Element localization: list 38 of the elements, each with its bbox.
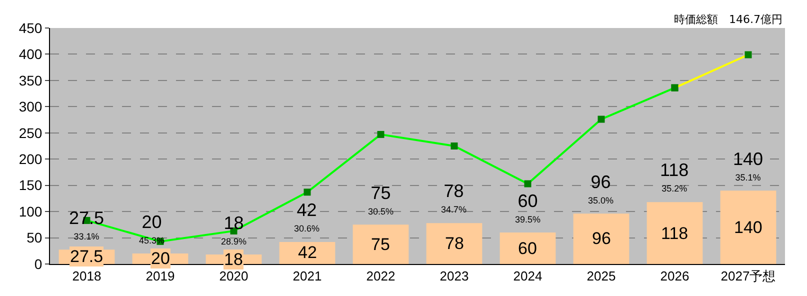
- annotation: 118: [661, 224, 688, 243]
- data-label: 60 39.5%: [515, 191, 541, 225]
- annotation: 42: [298, 243, 317, 262]
- y-tick-label: 200: [18, 151, 42, 168]
- x-tick-label: 2023: [440, 268, 469, 284]
- data-label: 96 35.0%: [588, 172, 614, 206]
- y-tick-label: 150: [18, 177, 42, 194]
- annotation: 20: [151, 249, 170, 268]
- y-tick-label: 0: [34, 256, 42, 272]
- annotation: 78: [445, 234, 464, 253]
- y-tick-label: 400: [18, 46, 42, 62]
- x-tick-label: 2020: [219, 268, 248, 284]
- y-tick-label: 100: [18, 203, 42, 220]
- y-tick-label: 450: [18, 20, 42, 36]
- annotation: 140: [734, 218, 762, 237]
- annotation: 96: [592, 229, 611, 248]
- data-label: 27.5 33.1%: [69, 208, 104, 242]
- data-label: 42 30.6%: [294, 200, 320, 234]
- x-tick-label: 2027予想: [720, 268, 776, 284]
- y-tick-label: 250: [18, 124, 42, 141]
- data-label: 75 30.5%: [368, 183, 394, 217]
- annotation: 75: [371, 235, 390, 254]
- data-label: 78 34.7%: [441, 181, 467, 215]
- x-tick-label: 2025: [586, 268, 616, 284]
- y-tick-label: 50: [26, 230, 42, 246]
- x-tick-label: 2018: [72, 268, 102, 284]
- text: 時価総額 146.7億円: [674, 13, 782, 26]
- x-tick-label: 2024: [513, 268, 542, 284]
- x-tick-label: 2026: [660, 268, 690, 284]
- data-label: 118 35.2%: [660, 160, 689, 194]
- x-tick-label: 2022: [366, 268, 396, 284]
- x-tick-label: 2021: [292, 268, 322, 284]
- y-tick-label: 300: [18, 98, 42, 115]
- annotation: 18: [224, 250, 243, 269]
- y-tick-label: 350: [18, 72, 42, 88]
- annotation: 60: [518, 239, 537, 258]
- data-label: 140 35.1%: [733, 149, 764, 183]
- x-tick-label: 2019: [146, 268, 175, 284]
